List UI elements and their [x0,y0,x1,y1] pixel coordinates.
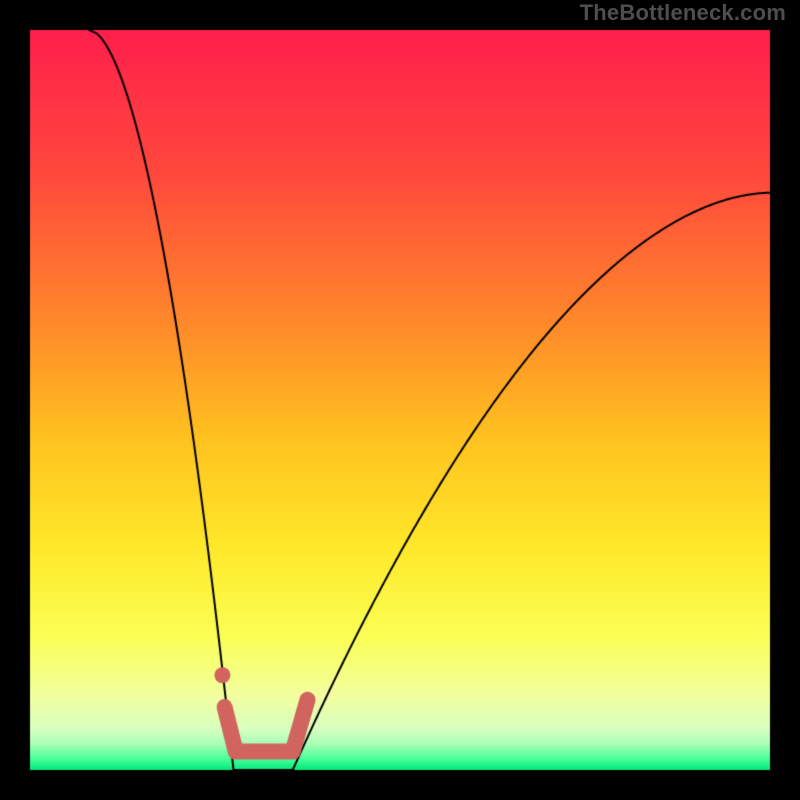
watermark-text: TheBottleneck.com [580,0,786,26]
chart-stage: TheBottleneck.com [0,0,800,800]
chart-canvas [0,0,800,800]
